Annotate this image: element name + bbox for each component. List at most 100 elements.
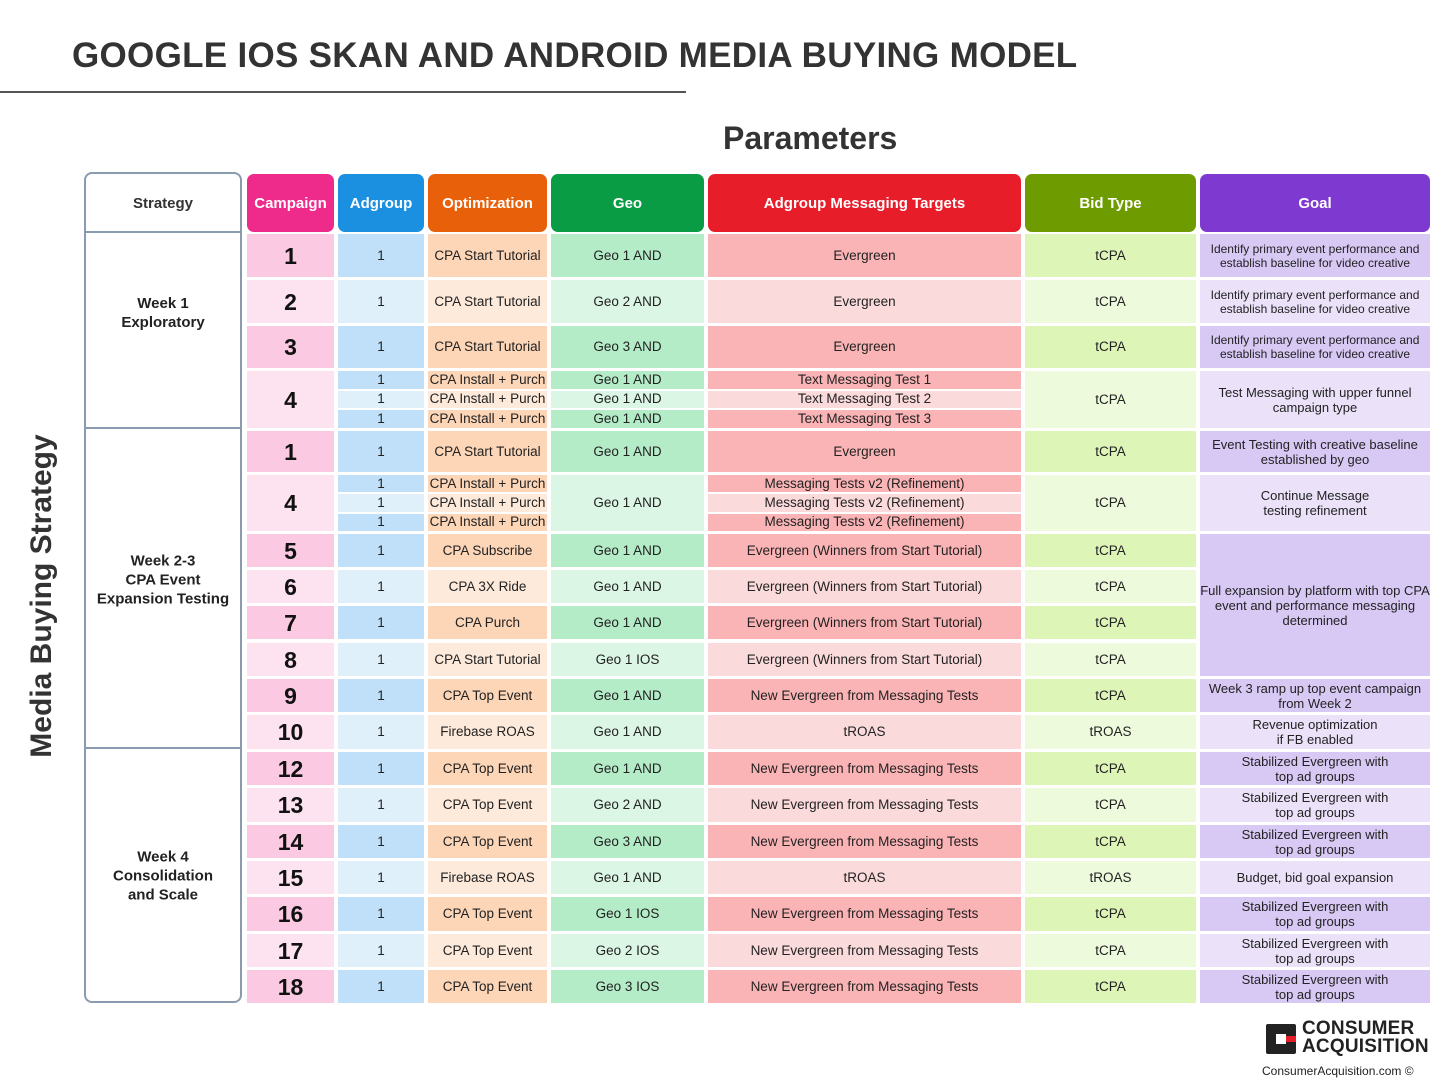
bid-cell-text: tCPA — [1095, 833, 1126, 849]
bid-cell-text: tROAS — [1089, 869, 1132, 885]
messaging-cell-text: New Evergreen from Messaging Tests — [750, 797, 979, 812]
brand-logo: CONSUMER ACQUISITION — [1262, 1018, 1432, 1060]
optimization-cell-text: CPA Top Event — [442, 942, 533, 958]
messaging-cell-text: Evergreen (Winners from Start Tutorial) — [746, 578, 983, 594]
bid-cell: tCPA — [1025, 570, 1196, 603]
messaging-cell-text: Evergreen — [833, 293, 896, 309]
messaging-cell: New Evergreen from Messaging Tests — [708, 825, 1021, 858]
messaging-cell: Evergreen — [708, 280, 1021, 323]
adgroup-cell-text: 1 — [377, 578, 385, 594]
bid-cell: tCPA — [1025, 643, 1196, 676]
optimization-cell: CPA Top Event — [428, 679, 547, 712]
goal-cell: Stabilized Evergreen with top ad groups — [1200, 752, 1430, 785]
adgroup-cell-text: 1 — [377, 514, 385, 530]
adgroup-cell-text: 1 — [377, 978, 385, 994]
bid-cell: tCPA — [1025, 934, 1196, 967]
optimization-cell: Firebase ROAS — [428, 861, 547, 894]
messaging-cell: Messaging Tests v2 (Refinement) — [708, 475, 1021, 493]
optimization-cell: CPA Top Event — [428, 897, 547, 931]
adgroup-cell-text: 1 — [377, 797, 385, 812]
messaging-cell-text: New Evergreen from Messaging Tests — [750, 833, 979, 849]
side-label-text: Media Buying Strategy — [25, 434, 58, 758]
adgroup-cell-text: 1 — [377, 942, 385, 958]
goal-cell: Stabilized Evergreen with top ad groups — [1200, 897, 1430, 931]
messaging-cell: Evergreen — [708, 234, 1021, 277]
geo-cell: Geo 1 AND — [551, 570, 704, 603]
geo-cell: Geo 2 IOS — [551, 934, 704, 967]
adgroup-cell: 1 — [338, 371, 424, 389]
adgroup-cell-text: 1 — [377, 371, 385, 387]
logo-line-2: ACQUISITION — [1302, 1036, 1429, 1057]
adgroup-cell: 1 — [338, 234, 424, 277]
goal-cell: Identify primary event performance and e… — [1200, 326, 1430, 368]
goal-cell: Budget, bid goal expansion — [1200, 861, 1430, 894]
bid-cell-text: tCPA — [1095, 542, 1126, 558]
messaging-cell: Evergreen (Winners from Start Tutorial) — [708, 534, 1021, 567]
logo-line-1: CONSUMER — [1302, 1018, 1415, 1039]
campaign-cell-text: 6 — [284, 573, 297, 600]
adgroup-cell: 1 — [338, 606, 424, 639]
strategy-label: Week 1 Exploratory — [121, 295, 205, 331]
bid-cell-text: tCPA — [1095, 247, 1126, 263]
geo-cell: Geo 2 AND — [551, 788, 704, 822]
goal-cell-text: Stabilized Evergreen with top ad groups — [1241, 899, 1389, 929]
bid-cell-text: tCPA — [1095, 578, 1126, 594]
optimization-cell: CPA Top Event — [428, 970, 547, 1003]
parameters-heading: Parameters — [723, 120, 898, 156]
adgroup-cell: 1 — [338, 861, 424, 894]
header-goal: Goal — [1200, 174, 1430, 232]
campaign-cell: 13 — [247, 788, 334, 822]
geo-cell: Geo 3 AND — [551, 326, 704, 368]
messaging-cell: Evergreen — [708, 431, 1021, 472]
optimization-cell: CPA Install + Purch — [428, 475, 547, 493]
goal-cell-text: Identify primary event performance and e… — [1210, 287, 1420, 316]
bid-cell-text: tROAS — [1089, 724, 1132, 739]
geo-cell: Geo 1 AND — [551, 679, 704, 712]
messaging-cell: Text Messaging Test 3 — [708, 410, 1021, 428]
goal-cell-text: Stabilized Evergreen with top ad groups — [1241, 971, 1389, 1002]
messaging-cell: New Evergreen from Messaging Tests — [708, 752, 1021, 785]
geo-cell-text: Geo 1 IOS — [595, 651, 660, 667]
header-geo: Geo — [551, 174, 704, 232]
campaign-cell-text: 14 — [277, 828, 304, 855]
campaign-cell-text: 18 — [277, 973, 304, 1000]
goal-cell-text: Identify primary event performance and e… — [1210, 241, 1420, 270]
geo-cell: Geo 1 AND — [551, 475, 704, 531]
optimization-cell-text: CPA Install + Purch — [429, 494, 546, 510]
optimization-cell-text: CPA Subscribe — [442, 542, 533, 558]
adgroup-cell-text: 1 — [377, 339, 385, 354]
adgroup-cell-text: 1 — [377, 247, 385, 263]
goal-cell-text: Stabilized Evergreen with top ad groups — [1241, 826, 1389, 857]
campaign-cell-text: 15 — [277, 864, 304, 891]
geo-cell: Geo 1 AND — [551, 390, 704, 409]
campaign-cell: 17 — [247, 934, 334, 967]
geo-cell-text: Geo 2 AND — [593, 797, 662, 812]
bid-cell-text: tCPA — [1095, 906, 1126, 921]
goal-cell-text: Identify primary event performance and e… — [1210, 333, 1420, 361]
geo-cell-text: Geo 1 AND — [593, 371, 662, 387]
optimization-cell-text: CPA Start Tutorial — [434, 293, 541, 309]
campaign-cell: 18 — [247, 970, 334, 1003]
optimization-cell: Firebase ROAS — [428, 715, 547, 749]
messaging-cell-text: Messaging Tests v2 (Refinement) — [764, 514, 965, 530]
messaging-cell-text: Evergreen — [833, 247, 896, 263]
campaign-cell: 1 — [247, 234, 334, 277]
optimization-cell-text: CPA Install + Purch — [429, 411, 546, 427]
bid-cell: tCPA — [1025, 534, 1196, 567]
campaign-cell: 1 — [247, 431, 334, 472]
adgroup-cell: 1 — [338, 410, 424, 428]
bid-cell: tCPA — [1025, 679, 1196, 712]
geo-cell-text: Geo 1 IOS — [595, 906, 660, 921]
messaging-cell: New Evergreen from Messaging Tests — [708, 970, 1021, 1003]
goal-cell-text: Budget, bid goal expansion — [1236, 870, 1394, 885]
page-title: GOOGLE IOS SKAN AND ANDROID MEDIA BUYING… — [72, 36, 1078, 75]
geo-cell: Geo 1 AND — [551, 431, 704, 472]
messaging-cell: Evergreen (Winners from Start Tutorial) — [708, 606, 1021, 639]
strategy-column — [84, 172, 242, 1003]
geo-cell-text: Geo 1 AND — [593, 614, 662, 630]
bid-cell-text: tCPA — [1095, 293, 1126, 309]
optimization-cell: CPA Install + Purch — [428, 390, 547, 409]
messaging-cell-text: Evergreen — [833, 339, 896, 354]
campaign-cell-text: 8 — [284, 646, 297, 673]
adgroup-cell-text: 1 — [377, 833, 385, 849]
